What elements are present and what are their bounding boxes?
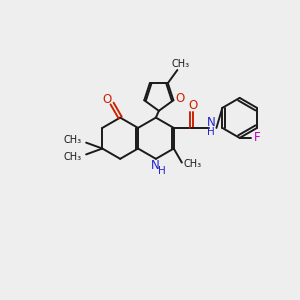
Text: H: H [207,127,215,137]
Text: O: O [102,93,111,106]
Text: O: O [175,92,184,105]
Text: O: O [188,99,197,112]
Text: CH₃: CH₃ [183,159,201,169]
Text: F: F [254,131,261,144]
Text: N: N [151,159,160,172]
Text: N: N [207,116,215,129]
Text: CH₃: CH₃ [64,152,82,162]
Text: CH₃: CH₃ [171,59,189,69]
Text: H: H [158,166,166,176]
Text: CH₃: CH₃ [64,135,82,145]
